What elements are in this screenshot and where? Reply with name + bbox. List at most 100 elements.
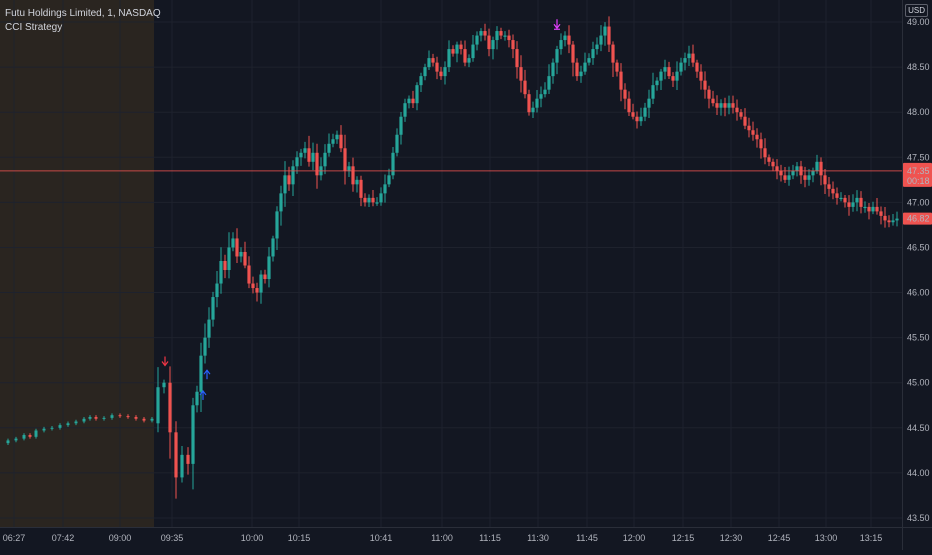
candle-body: [407, 98, 411, 104]
candle-body: [727, 103, 731, 108]
candle-body: [459, 44, 463, 50]
symbol-title[interactable]: Futu Holdings Limited, 1, NASDAQ: [5, 8, 161, 19]
candle-body: [883, 215, 887, 221]
candle-body: [667, 67, 671, 77]
candle-body: [563, 35, 567, 41]
candle-body: [803, 175, 807, 180]
candle-body: [747, 125, 751, 131]
candle-body: [855, 197, 859, 203]
last-price-value: 46.82: [907, 214, 930, 224]
candle-body: [371, 197, 375, 203]
candle-body: [243, 251, 247, 266]
candle-body: [863, 206, 867, 209]
candle-body: [503, 35, 507, 37]
candle-body: [355, 179, 359, 185]
candle-body: [375, 202, 379, 204]
arrow-head: [161, 361, 169, 367]
time-tick-label: 09:35: [161, 533, 184, 543]
candle-body: [847, 202, 851, 207]
premarket-candle: [50, 427, 54, 429]
candle-body: [535, 98, 539, 108]
candle-body: [675, 71, 679, 81]
candle-body: [663, 67, 667, 72]
candle-body: [711, 98, 715, 104]
candle-body: [379, 193, 383, 203]
candle-body: [299, 152, 303, 158]
candle-body: [835, 193, 839, 198]
candle-body: [487, 35, 491, 50]
candle-body: [571, 44, 575, 63]
candle-body: [231, 238, 235, 248]
time-tick-label: 10:41: [370, 533, 393, 543]
candle-body: [819, 161, 823, 176]
candle-body: [211, 297, 215, 320]
candle-body: [763, 148, 767, 158]
candle-body: [831, 188, 835, 194]
time-tick-label: 10:15: [288, 533, 311, 543]
last-price-tag-box: [903, 212, 932, 225]
candle-body: [703, 80, 707, 90]
currency-button[interactable]: USD: [905, 4, 928, 17]
arrow-head: [199, 389, 207, 396]
candle-body: [795, 166, 799, 171]
candle-body: [451, 49, 455, 54]
candle-body: [431, 58, 435, 63]
candle-body: [527, 94, 531, 113]
candle-body: [611, 44, 615, 63]
candle-body: [879, 211, 883, 216]
time-tick-label: 10:00: [241, 533, 264, 543]
candle-body: [475, 35, 479, 45]
candle-body: [859, 197, 863, 207]
time-tick-label: 09:00: [109, 533, 132, 543]
candle-body: [867, 206, 871, 212]
candle-body: [162, 382, 166, 388]
time-tick-label: 07:42: [52, 533, 75, 543]
premarket-candle: [88, 416, 92, 419]
candle-body: [439, 71, 443, 77]
candle-body: [719, 103, 723, 108]
price-tick-label: 44.00: [907, 468, 930, 478]
candle-body: [295, 157, 299, 167]
candle-body: [575, 62, 579, 77]
price-tag-value: 47.35: [907, 166, 930, 176]
candle-body: [419, 76, 423, 86]
price-tag-box: [903, 162, 932, 187]
price-axis[interactable]: 43.50 44.00 44.50 45.00 45.50 46.00 46.50 47.00…: [907, 17, 930, 523]
candle-body: [339, 134, 343, 149]
time-tick-label: 11:15: [479, 533, 501, 543]
candle-body: [687, 53, 691, 59]
candle-body: [443, 67, 447, 77]
premarket-candle: [110, 415, 114, 418]
time-axis[interactable]: 06:27 07:42 09:00 09:35 10:00 10:15 10:41 11:00…: [3, 533, 883, 543]
premarket-candle: [94, 416, 98, 419]
exit-signal-arrow-icon: [553, 19, 561, 30]
candle-body: [511, 40, 515, 50]
premarket-candle: [22, 435, 26, 439]
candle-body: [495, 31, 499, 41]
premarket-session-shade: [0, 0, 154, 527]
candle-body: [186, 454, 190, 464]
candle-body: [335, 134, 339, 140]
candle-body: [195, 391, 199, 406]
time-tick-label: 11:30: [527, 533, 549, 543]
candle-body: [239, 251, 243, 257]
time-tick-label: 12:15: [672, 533, 695, 543]
candle-body: [543, 89, 547, 95]
candle-body: [367, 197, 371, 203]
study-title[interactable]: CCI Strategy: [5, 22, 63, 33]
long-signal-arrow-icon: [203, 369, 211, 380]
time-tick-label: 11:45: [576, 533, 598, 543]
candle-body: [887, 220, 891, 223]
candle-body: [743, 116, 747, 126]
candle-body: [811, 170, 815, 176]
candle-body: [435, 62, 439, 72]
candle-body: [387, 175, 391, 185]
candle-body: [191, 405, 195, 464]
candle-body: [775, 166, 779, 171]
price-tick-label: 46.00: [907, 288, 930, 298]
candle-body: [647, 98, 651, 108]
candle-body: [695, 62, 699, 72]
candle-body: [655, 80, 659, 86]
